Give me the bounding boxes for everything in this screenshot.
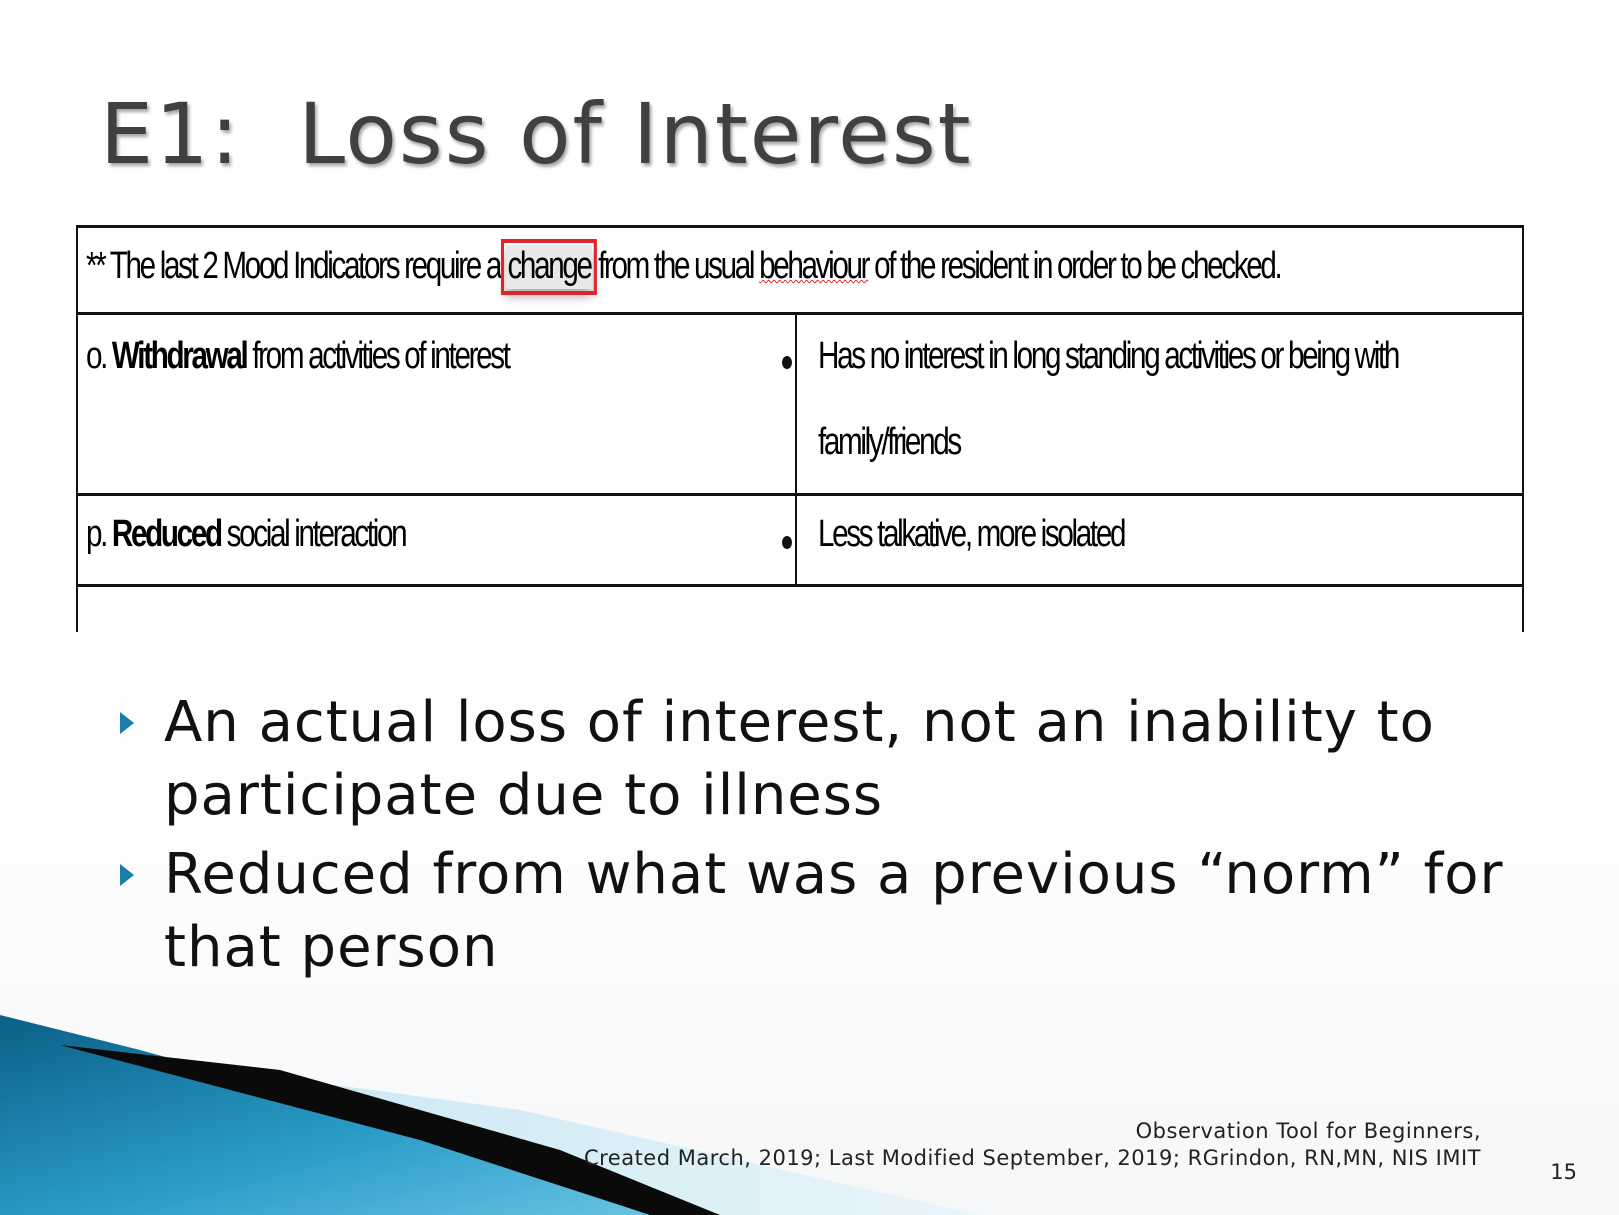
row-p-bullet-icon: [782, 536, 792, 549]
spellcheck-word: behaviour: [759, 245, 870, 287]
swoosh-teal: [0, 1015, 720, 1215]
row-o-indicator: o. Withdrawal from activities of interes…: [86, 335, 511, 379]
mood-indicator-table: ** The last 2 Mood Indicators require a …: [76, 225, 1524, 632]
footer-line-1: Observation Tool for Beginners,: [1135, 1119, 1481, 1143]
table-border-row1: [76, 312, 1524, 315]
slide-footer: Observation Tool for Beginners, Created …: [584, 1118, 1481, 1172]
row-o-rest: from activities of interest: [246, 335, 511, 377]
table-border-top: [76, 225, 1524, 228]
bullet-arrow-icon: [120, 864, 134, 886]
row-p-description-line1: Less talkative, more isolated: [818, 513, 1126, 555]
slide-title: E1: Loss of Interest: [100, 85, 973, 183]
table-column-divider: [795, 312, 797, 584]
row-p-rest: social interaction: [220, 513, 408, 555]
header-text-after: of the resident in order to be checked.: [868, 245, 1283, 287]
table-border-row2: [76, 493, 1524, 496]
row-o-bullet-icon: [782, 356, 792, 369]
row-o-bold: Withdrawal: [111, 335, 249, 377]
header-text-middle: from the usual: [592, 245, 760, 287]
bullet-item: Reduced from what was a previous “norm” …: [120, 838, 1520, 984]
table-border-right: [1522, 225, 1524, 632]
table-border-row3: [76, 584, 1524, 587]
highlight-change-word: change: [501, 239, 597, 295]
table-header-note: ** The last 2 Mood Indicators require a …: [86, 239, 1283, 295]
bullet-list: An actual loss of interest, not an inabi…: [120, 686, 1520, 990]
row-p-letter: p.: [86, 513, 112, 555]
row-p-indicator: p. Reduced social interaction: [86, 513, 408, 557]
header-text-before: ** The last 2 Mood Indicators require a: [86, 245, 506, 287]
table-border-left: [76, 225, 78, 632]
footer-line-2: Created March, 2019; Last Modified Septe…: [583, 1146, 1481, 1170]
page-number: 15: [1550, 1160, 1577, 1184]
bullet-arrow-icon: [120, 712, 134, 734]
row-o-letter: o.: [86, 335, 112, 377]
row-o-description-line2: family/friends: [818, 421, 962, 463]
row-p-bold: Reduced: [111, 513, 223, 555]
bullet-item: An actual loss of interest, not an inabi…: [120, 686, 1520, 832]
row-o-description-line1: Has no interest in long standing activit…: [818, 335, 1400, 377]
bullet-text: Reduced from what was a previous “norm” …: [164, 842, 1504, 980]
bullet-text: An actual loss of interest, not an inabi…: [164, 690, 1435, 828]
